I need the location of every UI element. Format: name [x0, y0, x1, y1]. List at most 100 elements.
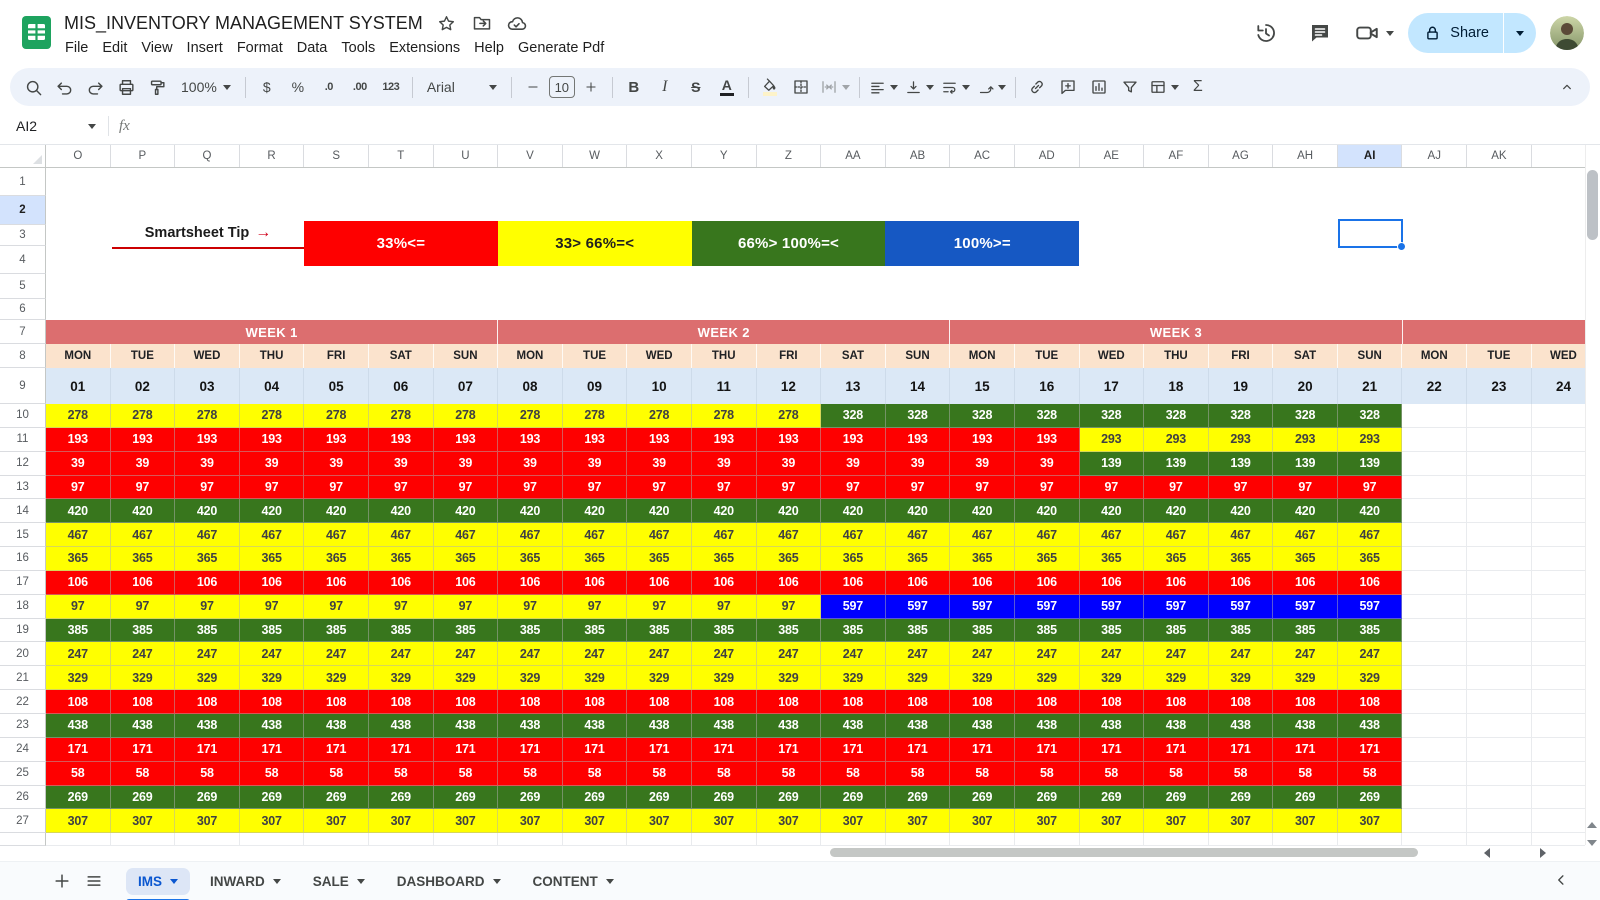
column-header-AJ[interactable]: AJ [1402, 145, 1468, 167]
create-filter-button[interactable] [1115, 72, 1145, 102]
cell[interactable]: 307 [950, 809, 1015, 834]
date-cell[interactable]: 13 [821, 368, 886, 404]
cell[interactable]: 247 [1014, 642, 1080, 667]
day-header-cell[interactable]: TUE [562, 344, 628, 368]
cell[interactable]: 365 [627, 547, 692, 571]
cell[interactable]: 58 [175, 761, 240, 786]
cell[interactable]: 108 [46, 690, 111, 714]
cell[interactable]: 438 [885, 713, 951, 738]
cell[interactable]: 269 [433, 785, 499, 810]
cell[interactable]: 467 [950, 523, 1015, 548]
cell[interactable]: 58 [110, 761, 176, 786]
cell[interactable] [950, 833, 1015, 846]
row-header-18[interactable]: 18 [0, 594, 46, 619]
cell[interactable]: 139 [1208, 451, 1274, 476]
cell[interactable]: 597 [885, 594, 951, 619]
cell[interactable]: 385 [110, 618, 176, 643]
cell[interactable]: 247 [821, 642, 886, 667]
cell[interactable]: 139 [1079, 451, 1145, 476]
cell[interactable]: 247 [175, 642, 240, 667]
row-header-9[interactable]: 9 [0, 368, 46, 404]
cell[interactable]: 58 [691, 761, 757, 786]
cell[interactable]: 365 [821, 547, 886, 571]
row-header-24[interactable]: 24 [0, 737, 46, 762]
cell[interactable] [1467, 666, 1532, 691]
cell[interactable]: 328 [1337, 404, 1403, 428]
cell[interactable]: 329 [239, 666, 305, 691]
cell[interactable]: 385 [433, 618, 499, 643]
sheet-row-5[interactable] [46, 274, 1585, 299]
cell[interactable]: 307 [627, 809, 692, 834]
cell[interactable]: 171 [885, 737, 951, 762]
cell[interactable]: 420 [1144, 499, 1209, 524]
cell[interactable]: 106 [239, 570, 305, 595]
cell[interactable]: 293 [1337, 427, 1403, 452]
column-header-AC[interactable]: AC [950, 145, 1015, 167]
cell[interactable]: 269 [304, 785, 369, 810]
cell[interactable]: 467 [756, 523, 822, 548]
cell[interactable]: 597 [1079, 594, 1145, 619]
date-cell[interactable]: 05 [304, 368, 369, 404]
cell[interactable]: 420 [239, 499, 305, 524]
date-cell[interactable]: 04 [239, 368, 305, 404]
column-header-AH[interactable]: AH [1273, 145, 1338, 167]
cell[interactable]: 307 [691, 809, 757, 834]
horizontal-align-button[interactable] [866, 72, 901, 102]
cell[interactable]: 438 [1208, 713, 1274, 738]
format-currency-button[interactable]: $ [262, 79, 271, 95]
cell[interactable]: 97 [1144, 475, 1209, 500]
cell[interactable]: 597 [1208, 594, 1274, 619]
account-avatar[interactable] [1550, 16, 1584, 50]
cell[interactable] [1402, 594, 1468, 619]
column-header-Q[interactable]: Q [175, 145, 240, 167]
cell[interactable]: 106 [1014, 570, 1080, 595]
cell[interactable]: 171 [46, 737, 111, 762]
column-header-AI[interactable]: AI [1337, 145, 1403, 167]
cell[interactable]: 97 [304, 475, 369, 500]
cell[interactable]: 420 [821, 499, 886, 524]
cell[interactable]: 365 [239, 547, 305, 571]
cell[interactable]: 438 [433, 713, 499, 738]
functions-button[interactable]: Σ [1192, 78, 1203, 95]
cell[interactable] [1531, 475, 1585, 500]
cell[interactable]: 171 [304, 737, 369, 762]
cell[interactable]: 365 [691, 547, 757, 571]
cell[interactable]: 108 [627, 690, 692, 714]
cell[interactable]: 467 [627, 523, 692, 548]
cell[interactable] [1531, 737, 1585, 762]
cell[interactable]: 420 [756, 499, 822, 524]
cell[interactable]: 58 [1337, 761, 1403, 786]
cell[interactable]: 278 [691, 404, 757, 428]
cell[interactable]: 108 [1337, 690, 1403, 714]
date-cell[interactable]: 06 [368, 368, 434, 404]
column-header-R[interactable]: R [240, 145, 305, 167]
row-header-23[interactable]: 23 [0, 713, 46, 738]
cell[interactable] [1402, 570, 1468, 595]
cell[interactable]: 293 [1273, 427, 1338, 452]
cell[interactable]: 385 [1079, 618, 1145, 643]
cell[interactable] [1402, 809, 1468, 834]
cell[interactable]: 108 [175, 690, 240, 714]
cell[interactable]: 329 [821, 666, 886, 691]
column-header-T[interactable]: T [369, 145, 434, 167]
move-to-folder-icon[interactable] [471, 12, 493, 34]
cell[interactable]: 106 [498, 570, 563, 595]
menu-item-tools[interactable]: Tools [341, 40, 376, 56]
cell[interactable]: 97 [1208, 475, 1274, 500]
day-header-cell[interactable]: MON [1402, 344, 1468, 368]
cell[interactable]: 97 [1014, 475, 1080, 500]
cell[interactable]: 106 [433, 570, 499, 595]
insert-link-button[interactable] [1022, 72, 1052, 102]
cell[interactable]: 108 [498, 690, 563, 714]
cell[interactable]: 385 [885, 618, 951, 643]
cell[interactable]: 108 [562, 690, 628, 714]
cell[interactable]: 307 [885, 809, 951, 834]
cell[interactable]: 97 [950, 475, 1015, 500]
menu-item-data[interactable]: Data [296, 40, 328, 56]
horizontal-scrollbar-thumb[interactable] [830, 848, 1418, 857]
cell[interactable]: 329 [1144, 666, 1209, 691]
cell[interactable]: 39 [433, 451, 499, 476]
cell[interactable]: 278 [46, 404, 111, 428]
cell[interactable]: 420 [1014, 499, 1080, 524]
cell[interactable]: 385 [950, 618, 1015, 643]
